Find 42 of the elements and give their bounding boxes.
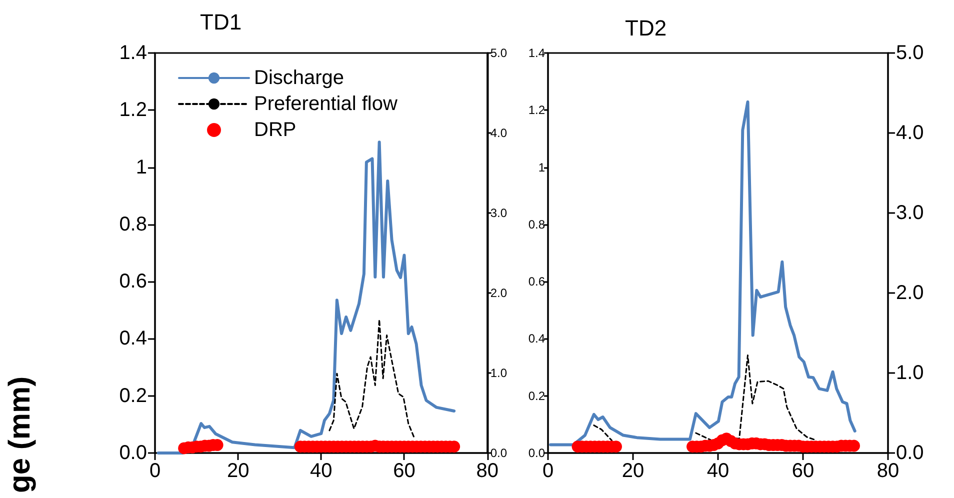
chart-title: TD1 [200, 10, 242, 34]
y2-tick-label: 5.0 [896, 42, 924, 64]
y2-tick-label: 1.0 [490, 366, 508, 380]
y-tick-label: 1.2 [119, 99, 147, 122]
y-tick-label: 0.4 [528, 332, 546, 346]
x-tick-label: 20 [226, 460, 250, 482]
y-tick-label: 0.0 [528, 446, 546, 460]
y2-tick-label: 4.0 [490, 126, 508, 140]
y2-tick-label: 4.0 [896, 122, 924, 144]
y2-tick-label: 5.0 [490, 46, 508, 60]
x-tick-label: 40 [310, 460, 332, 482]
legend-label: Preferential flow [254, 93, 398, 115]
x-tick-label: 0 [149, 460, 161, 482]
y-tick-label: 1 [538, 160, 546, 174]
y-tick-label: 1.4 [528, 46, 546, 60]
y-tick-label: 1 [136, 156, 147, 178]
y-tick-label: 0.2 [119, 384, 147, 407]
y2-tick-label: 2.0 [490, 286, 508, 300]
legend-label: DRP [254, 119, 296, 141]
y2-tick-label: 2.0 [896, 282, 924, 304]
y-tick-label: 0.4 [119, 328, 147, 350]
chart-title: TD2 [625, 16, 667, 40]
x-tick-label: 60 [792, 460, 814, 482]
legend-label: Discharge [254, 67, 344, 89]
y-axis-title: ge (mm) [4, 376, 36, 493]
y-tick-label: 1.4 [119, 42, 147, 64]
y-tick-label: 0.0 [119, 442, 147, 464]
y-tick-label: 1.2 [528, 103, 546, 118]
y-tick-label: 0.2 [528, 388, 546, 403]
y-tick-label: 0.6 [528, 274, 546, 289]
y-tick-label: 0.8 [528, 217, 546, 232]
y2-tick-label: 1.0 [896, 362, 924, 384]
y2-tick-label: 3.0 [490, 206, 508, 220]
x-tick-label: 20 [622, 460, 644, 482]
y2-tick-label: 3.0 [896, 202, 924, 224]
x-tick-label: 40 [706, 460, 730, 482]
y2-tick-label: 0.0 [490, 446, 508, 460]
x-tick-label: 80 [476, 460, 498, 482]
y-tick-label: 0.8 [119, 213, 147, 236]
y-tick-label: 0.6 [119, 270, 147, 293]
x-tick-label: 60 [393, 460, 416, 482]
x-tick-label: 0 [542, 460, 554, 482]
